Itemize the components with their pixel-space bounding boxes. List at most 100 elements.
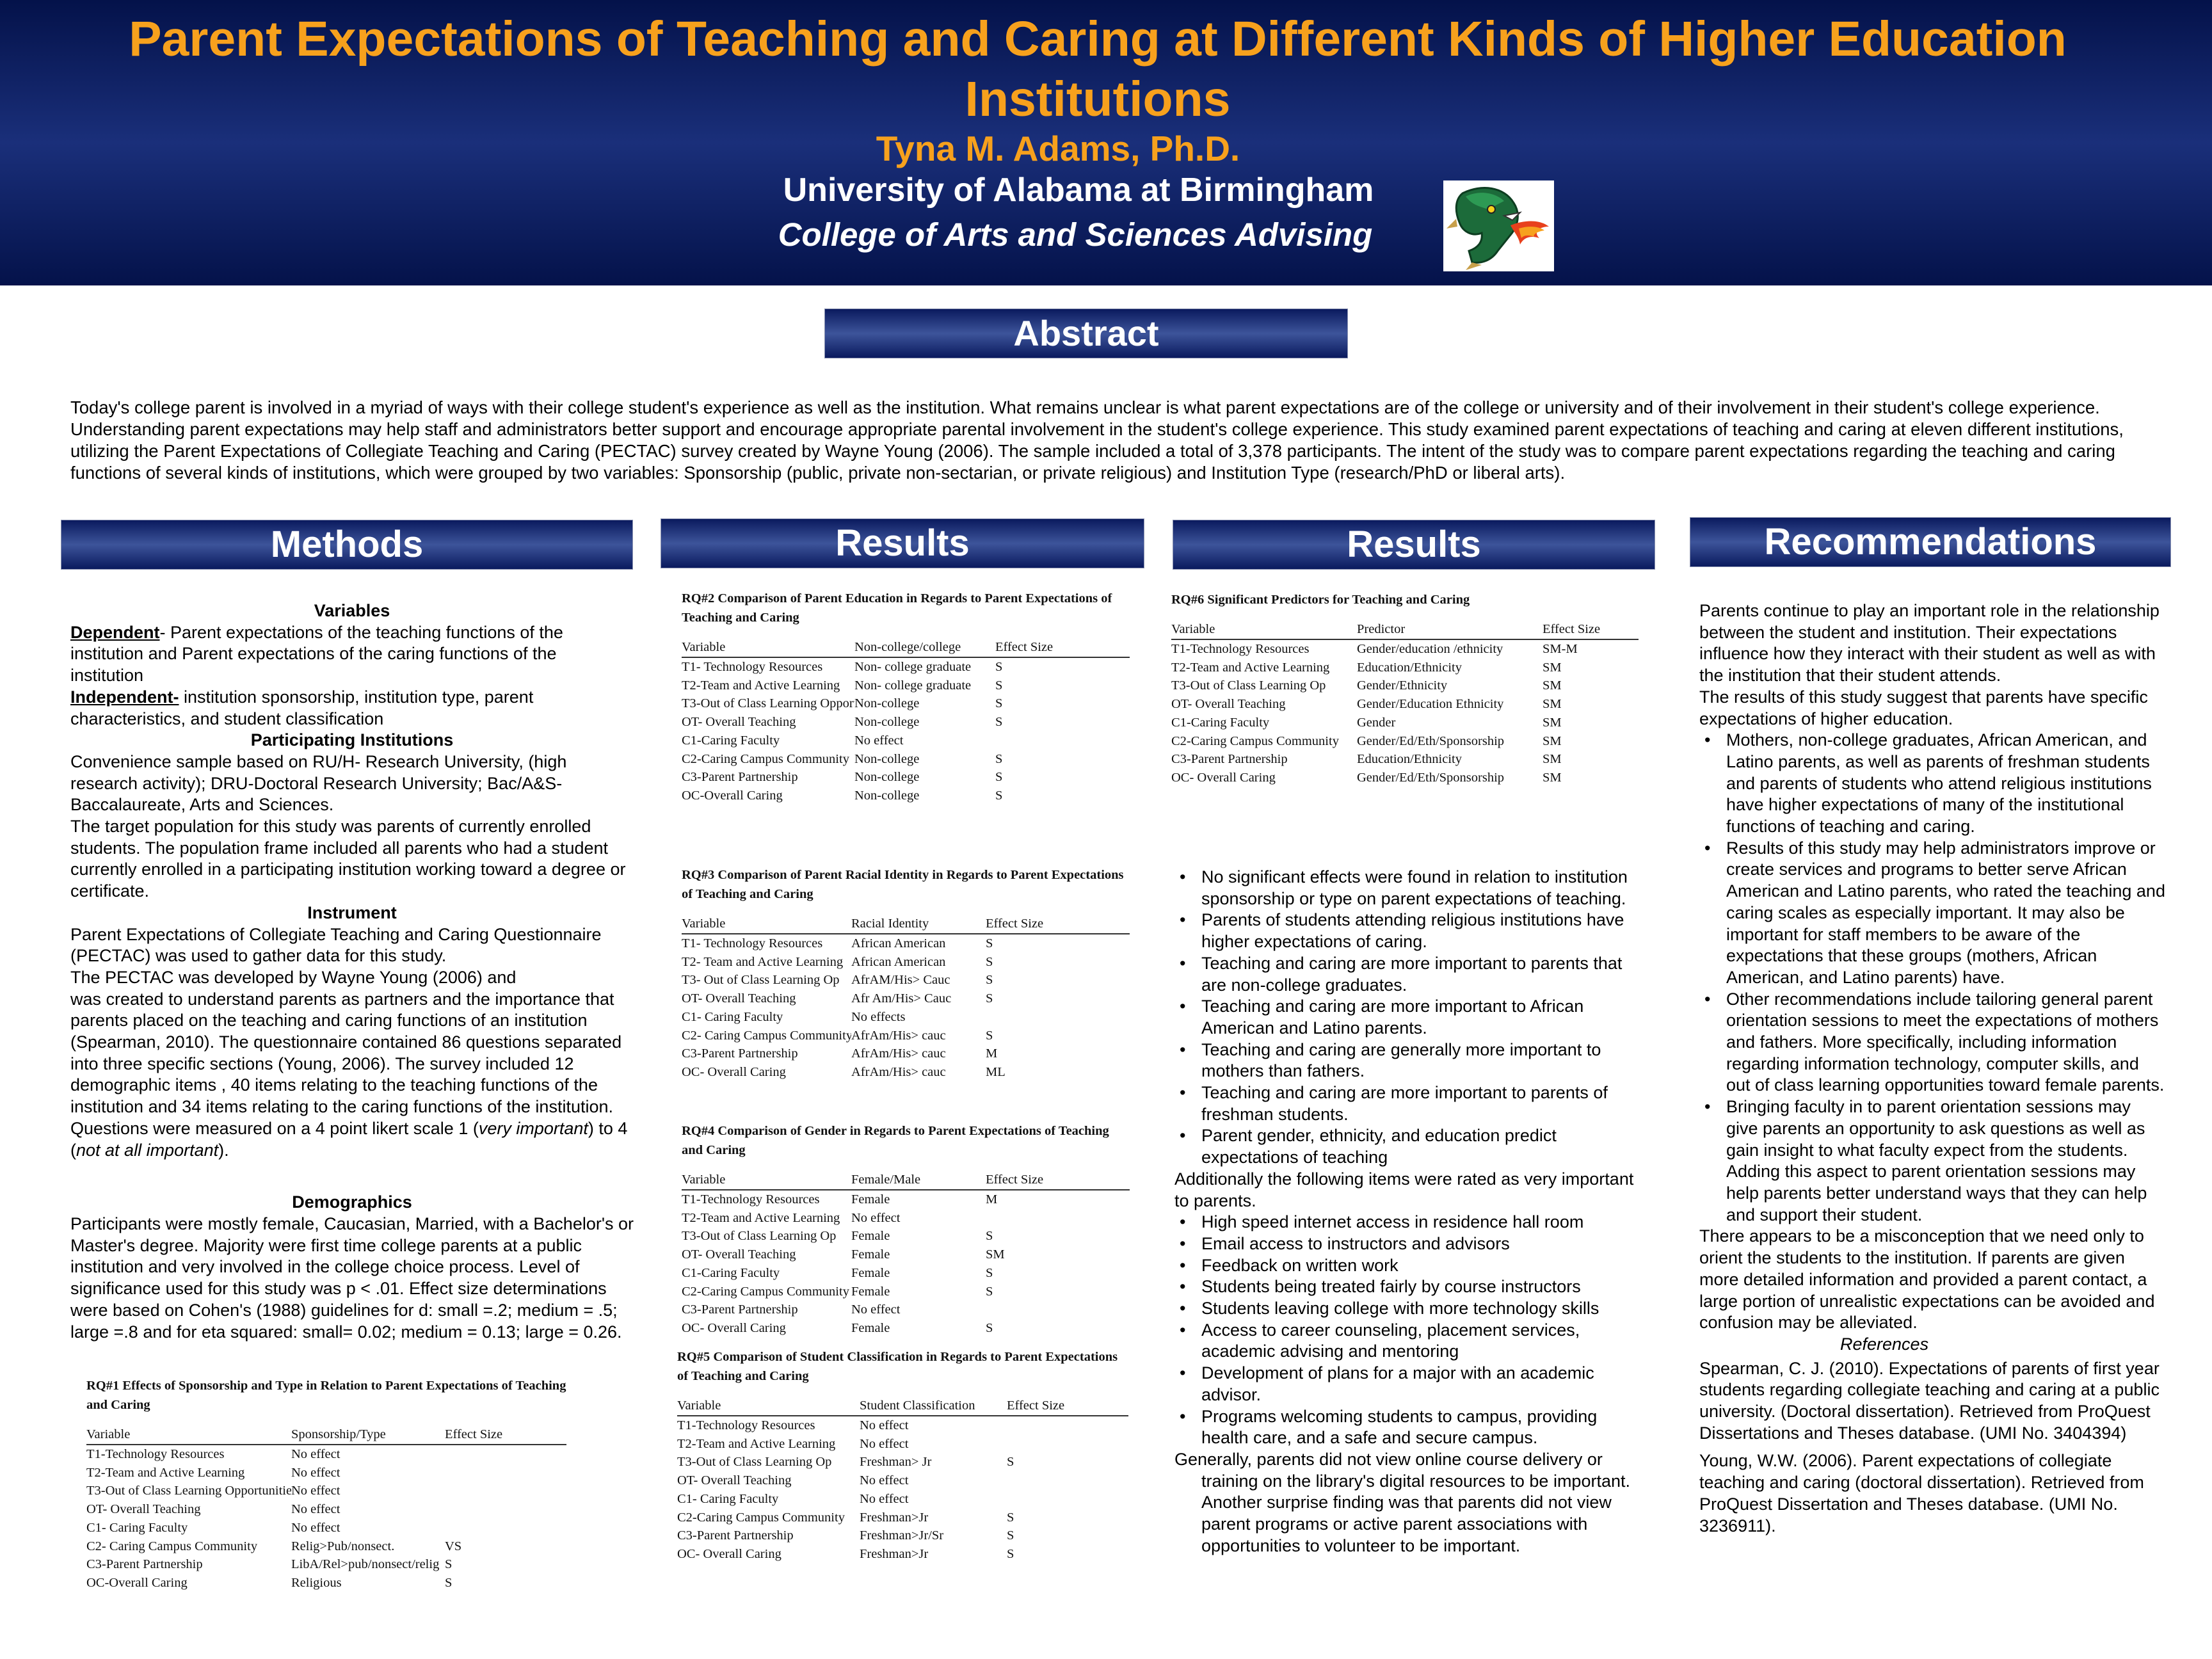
table-cell: C1-Caring Faculty <box>682 733 780 748</box>
table-header-cell: Variable <box>682 917 726 931</box>
results-summary-column: No significant effects were found in rel… <box>1174 867 1645 1557</box>
table-cell: OT- Overall Teaching <box>1171 697 1286 712</box>
results-heading-bar-2: Results <box>1173 520 1655 570</box>
table-cell: Freshman>Jr <box>860 1510 929 1525</box>
table-row: T3-Out of Class Learning Op Female S <box>682 1227 1130 1246</box>
table-cell: Non-college <box>854 770 920 785</box>
list-item: High speed internet access in residence … <box>1174 1212 1645 1233</box>
table-row: T1-Technology Resources No effect <box>677 1416 1128 1435</box>
table-cell: S <box>1007 1510 1014 1525</box>
list-item: Other recommendations include tailoring … <box>1699 989 2167 1097</box>
table-cell <box>1007 1435 1128 1454</box>
table-cell: S <box>1007 1528 1014 1543</box>
table-cell: Female <box>851 1265 890 1280</box>
table-row: T2-Team and Active Learning No effect <box>677 1435 1128 1454</box>
table-header-cell: Effect Size <box>986 1173 1044 1187</box>
table-cell: C3-Parent Partnership <box>677 1528 794 1543</box>
table-row: C2-Caring Campus Community Non-college S <box>682 750 1130 769</box>
abstract-heading: Abstract <box>1013 313 1159 353</box>
table-cell: C2- Caring Campus Community <box>682 1028 851 1043</box>
table-cell <box>986 1209 1130 1228</box>
table-row: T3-Out of Class Learning Op Freshman> Jr S <box>677 1453 1128 1471</box>
table-cell: Female <box>851 1229 890 1244</box>
table-row: C1- Caring Faculty No effect <box>677 1490 1128 1509</box>
table-row: OT- Overall Teaching Non-college S <box>682 713 1130 732</box>
instrument-heading: Instrument <box>307 902 397 922</box>
dependent-text: - Parent expectations of the teaching fu… <box>70 622 563 685</box>
list-item: Feedback on written work <box>1174 1255 1645 1277</box>
list-item: Programs welcoming students to campus, p… <box>1174 1406 1645 1449</box>
table-cell: No effect <box>860 1418 909 1432</box>
table-cell <box>995 732 1130 750</box>
demographics-heading: Demographics <box>292 1192 412 1212</box>
table-cell: C2-Caring Campus Community <box>677 1510 845 1525</box>
rq4-caption: RQ#4 Comparison of Gender in Regards to … <box>682 1124 1109 1157</box>
table-cell: VS <box>445 1539 462 1553</box>
abstract-text: Today's college parent is involved in a … <box>70 397 2124 483</box>
table-cell: Non-college <box>854 788 920 803</box>
table-row: T3-Out of Class Learning Op Gender/Ethnic… <box>1171 677 1639 695</box>
methods-heading: Methods <box>270 524 424 565</box>
table-cell: S <box>995 660 1003 674</box>
recommendations-list: Mothers, non-college graduates, African … <box>1699 730 2167 1226</box>
table-row: T3-Out of Class Learning OpportunitiesNo… <box>682 694 1130 713</box>
table-header-cell: Effect Size <box>986 917 1044 931</box>
table-cell: No effect <box>860 1436 909 1451</box>
table-cell: C2-Caring Campus Community <box>682 751 849 766</box>
table-cell: No effect <box>291 1520 341 1535</box>
table-cell: S <box>995 788 1003 803</box>
table-cell: Female <box>851 1247 890 1262</box>
table-cell: S <box>995 715 1003 730</box>
table-row: C3-Parent Partnership No effect <box>682 1301 1130 1319</box>
table-cell: AfrAm/His> cauc <box>851 1046 946 1061</box>
table-header-row: Variable Student Classification Effect Siz… <box>677 1396 1128 1416</box>
table-cell: T2-Team and Active Learning <box>677 1436 836 1451</box>
table-cell: C3-Parent Partnership <box>682 1302 798 1317</box>
target-population-text: The target population for this study was… <box>70 817 626 901</box>
table-cell: Non- college graduate <box>854 678 972 693</box>
instrument-p5: ). <box>218 1140 229 1160</box>
table-row: T2-Team and Active Learning Non- college … <box>682 677 1130 695</box>
results-heading-1: Results <box>835 522 970 564</box>
independent-text: institution sponsorship, institution typ… <box>70 687 534 728</box>
recommendations-intro2: The results of this study suggest that p… <box>1699 687 2148 728</box>
table-cell: African American <box>851 936 946 950</box>
independent-paragraph: Independent- institution sponsorship, in… <box>70 687 634 730</box>
table-row: C2-Caring Campus Community Freshman>Jr S <box>677 1509 1128 1527</box>
table-header-row: Variable Female/Male Effect Size <box>682 1170 1130 1190</box>
table-cell <box>986 1301 1130 1319</box>
table-row: C2- Caring Campus Community Relig>Pub/non… <box>86 1537 566 1556</box>
table-cell: SM <box>1543 660 1562 675</box>
table-row: T1- Technology Resources African American… <box>682 934 1130 953</box>
rq5-caption: RQ#5 Comparison of Student Classificatio… <box>677 1350 1118 1383</box>
table-cell: SM <box>1543 770 1562 785</box>
table-cell: AfrAm/His> cauc <box>851 1064 946 1079</box>
table-cell: T1- Technology Resources <box>682 660 823 674</box>
table-cell: Non-college <box>854 715 920 730</box>
table-cell: T1-Technology Resources <box>1171 642 1310 656</box>
list-item: Results of this study may help administr… <box>1699 838 2167 989</box>
dependent-paragraph: Dependent- Parent expectations of the te… <box>70 622 634 687</box>
table-cell: S <box>995 751 1003 766</box>
table-row: OC- Overall Caring AfrAm/His> cauc ML <box>682 1063 1130 1082</box>
table-header-cell: Effect Size <box>995 640 1054 654</box>
table-cell: AfrAM/His> Cauc <box>851 973 950 988</box>
list-item: Teaching and caring are more important t… <box>1174 996 1645 1039</box>
table-row: OC-Overall Caring Non-college S <box>682 787 1130 805</box>
table-cell: Religious <box>291 1575 342 1590</box>
table-cell: C2- Caring Campus Community <box>86 1539 258 1553</box>
dependent-label: Dependent <box>70 622 160 642</box>
rq2-table: RQ#2 Comparison of Parent Education in R… <box>682 589 1130 805</box>
table-cell: No effects <box>851 1009 906 1024</box>
table-cell: S <box>986 954 993 969</box>
rq4-table: RQ#4 Comparison of Gender in Regards to … <box>682 1121 1130 1338</box>
table-cell: No effect <box>860 1473 909 1488</box>
table-cell <box>445 1482 566 1500</box>
table-cell: Gender/Ed/Eth/Sponsorship <box>1357 733 1505 748</box>
table-cell: Freshman> Jr <box>860 1455 932 1470</box>
table-row: T1- Technology Resources Non- college gra… <box>682 658 1130 677</box>
list-item: Teaching and caring are more important t… <box>1174 1082 1645 1125</box>
table-header-cell: Variable <box>86 1427 131 1441</box>
table-header-row: Variable Sponsorship/Type Effect Size <box>86 1425 566 1445</box>
table-cell: Non-college <box>854 696 920 711</box>
